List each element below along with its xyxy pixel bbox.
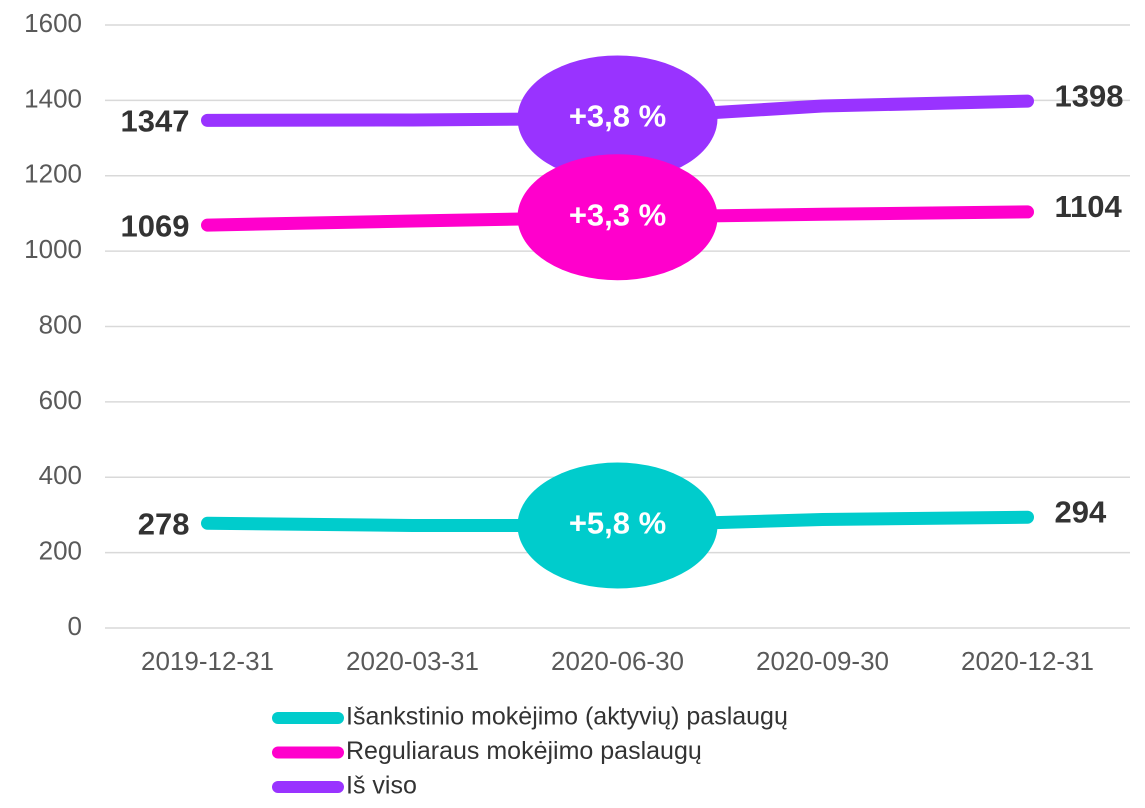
x-tick-label: 2020-03-31 — [346, 646, 479, 676]
y-tick-label: 1000 — [24, 234, 82, 264]
y-tick-label: 800 — [39, 309, 82, 339]
y-tick-label: 200 — [39, 536, 82, 566]
data-label: 278 — [138, 506, 190, 541]
data-label: 1398 — [1055, 78, 1124, 113]
y-tick-label: 0 — [68, 611, 82, 641]
legend-label: Išankstinio mokėjimo (aktyvių) paslaugų — [346, 703, 788, 731]
legend-label: Reguliaraus mokėjimo paslaugų — [346, 737, 702, 765]
annotation: +5,8 % — [569, 506, 666, 541]
y-tick-label: 1400 — [24, 83, 82, 113]
x-tick-label: 2020-09-30 — [756, 646, 889, 676]
x-tick-label: 2019-12-31 — [141, 646, 274, 676]
x-tick-label: 2020-06-30 — [551, 646, 684, 676]
y-tick-label: 400 — [39, 460, 82, 490]
legend-label: Iš viso — [346, 772, 417, 800]
y-tick-label: 600 — [39, 385, 82, 415]
annotation-bubble — [517, 462, 718, 589]
y-tick-label: 1200 — [24, 159, 82, 189]
y-tick-label: 1600 — [24, 8, 82, 38]
annotation-bubble — [517, 154, 718, 281]
data-label: 294 — [1055, 494, 1107, 529]
data-label: 1347 — [121, 104, 190, 139]
annotation: +3,3 % — [569, 197, 666, 232]
data-label: 1104 — [1055, 189, 1123, 224]
data-label: 1069 — [121, 208, 190, 243]
x-tick-label: 2020-12-31 — [961, 646, 1094, 676]
annotation: +3,8 % — [569, 99, 666, 134]
annotation-bubble — [517, 55, 718, 182]
